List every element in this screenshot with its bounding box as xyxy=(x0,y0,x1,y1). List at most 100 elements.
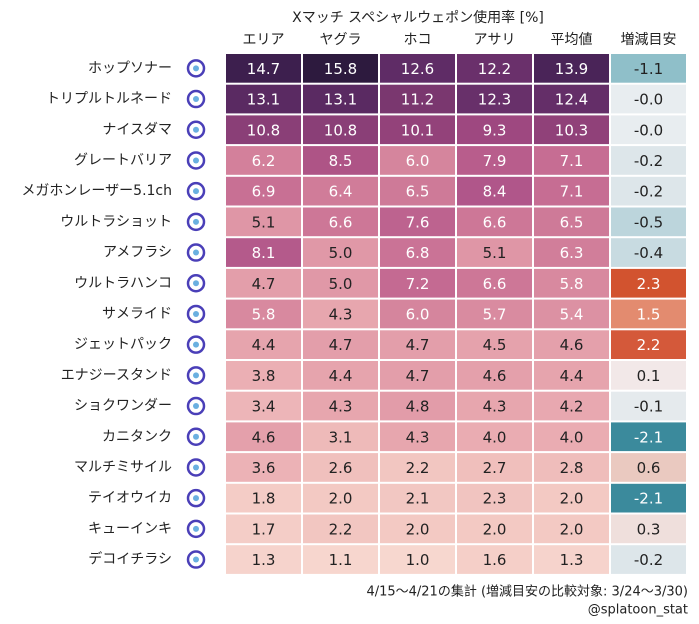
cell-label: 2.0 xyxy=(329,490,353,508)
row-icon-dot xyxy=(193,495,199,502)
cell-label: 8.4 xyxy=(483,183,507,201)
heatmap-cell xyxy=(380,146,455,175)
heatmap-cell xyxy=(534,299,609,329)
heatmap-cell xyxy=(380,238,455,267)
heatmap-cell xyxy=(303,54,378,83)
row-icon-dot xyxy=(193,464,199,471)
footnote: 4/15〜4/21の集計 (増減目安の比較対象: 3/24〜3/30) xyxy=(366,584,688,600)
heatmap-cell xyxy=(457,238,532,267)
heatmap-cell xyxy=(303,545,378,574)
heatmap-cell xyxy=(303,146,378,175)
cell-label: 14.7 xyxy=(247,60,280,78)
cell-label: -0.0 xyxy=(634,91,663,109)
cell-label: 2.2 xyxy=(329,520,353,538)
cell-label: 11.2 xyxy=(401,91,434,109)
heatmap-cell xyxy=(303,299,378,329)
cell-label: 9.3 xyxy=(483,121,507,139)
heatmap-cell xyxy=(611,115,686,145)
heatmap-cell xyxy=(611,146,686,175)
row-label: エナジースタンド xyxy=(61,367,172,383)
cell-label: 0.3 xyxy=(637,520,661,538)
cell-label: 1.3 xyxy=(252,551,276,569)
heatmap-cell xyxy=(611,268,686,298)
cell-label: 4.7 xyxy=(406,336,430,354)
cell-label: 2.8 xyxy=(560,459,584,477)
heatmap-cell xyxy=(534,207,609,237)
heatmap-cell xyxy=(457,146,532,175)
heatmap-cell xyxy=(303,84,378,114)
heatmap-cell xyxy=(457,54,532,83)
cell-label: 6.8 xyxy=(406,244,430,262)
cell-label: 12.3 xyxy=(478,91,511,109)
cell-label: 3.1 xyxy=(329,428,353,446)
cell-label: 6.6 xyxy=(483,213,507,231)
heatmap-cell xyxy=(457,330,532,359)
cell-label: 4.6 xyxy=(560,336,584,354)
row-icon-dot xyxy=(193,372,199,379)
cell-label: -0.1 xyxy=(634,398,663,416)
cell-label: 5.0 xyxy=(329,275,353,293)
row-label: ウルトラショット xyxy=(60,214,172,230)
heatmap-cell xyxy=(534,514,609,544)
heatmap-cell xyxy=(534,391,609,421)
heatmap-cell xyxy=(226,176,301,206)
heatmap-cell xyxy=(380,330,455,359)
heatmap-cell xyxy=(380,422,455,452)
column-header: ヤグラ xyxy=(320,32,362,48)
heatmap-cell xyxy=(380,361,455,390)
row-label: グレートバリア xyxy=(74,152,172,168)
heatmap-cell xyxy=(380,176,455,206)
heatmap-cell xyxy=(457,453,532,482)
heatmap-cell xyxy=(534,545,609,574)
row-icon xyxy=(186,274,206,293)
cell-label: 4.5 xyxy=(483,336,507,354)
heatmap-cell xyxy=(380,207,455,237)
heatmap-cell xyxy=(380,453,455,482)
row-icon-dot xyxy=(193,249,199,256)
heatmap-cell xyxy=(226,299,301,329)
cell-label: 2.2 xyxy=(406,459,430,477)
cell-label: -1.1 xyxy=(634,60,663,78)
cell-label: 5.8 xyxy=(252,305,276,323)
row-icon-dot xyxy=(193,218,199,225)
cell-label: 4.4 xyxy=(329,367,353,385)
heatmap-cell xyxy=(457,115,532,145)
heatmap-cell xyxy=(303,361,378,390)
heatmap-cell xyxy=(457,176,532,206)
heatmap-cell xyxy=(226,545,301,574)
cell-label: 7.1 xyxy=(560,183,584,201)
row-icon-dot xyxy=(193,556,199,563)
heatmap-cell xyxy=(611,54,686,83)
heatmap-cell xyxy=(226,146,301,175)
cell-label: 4.4 xyxy=(560,367,584,385)
heatmap-cell xyxy=(611,483,686,513)
heatmap-cell xyxy=(303,483,378,513)
heatmap-cell xyxy=(611,453,686,482)
cell-label: 6.2 xyxy=(252,152,276,170)
cell-label: 5.1 xyxy=(252,213,276,231)
cell-label: 4.7 xyxy=(252,275,276,293)
heatmap-cell xyxy=(380,268,455,298)
heatmap-cell xyxy=(534,361,609,390)
cell-label: 5.8 xyxy=(560,275,584,293)
heatmap-cell xyxy=(457,299,532,329)
cell-label: 2.0 xyxy=(406,520,430,538)
cell-label: 12.4 xyxy=(555,91,588,109)
heatmap-cell xyxy=(226,54,301,83)
row-icon xyxy=(186,396,206,416)
cell-label: 12.2 xyxy=(478,60,511,78)
cell-label: 2.0 xyxy=(560,520,584,538)
heatmap-cell xyxy=(226,391,301,421)
heatmap-cell xyxy=(457,483,532,513)
heatmap-cell xyxy=(226,453,301,482)
column-header: 平均値 xyxy=(551,32,593,48)
cell-label: 7.2 xyxy=(406,275,430,293)
heatmap-cell xyxy=(611,514,686,544)
heatmap-cell xyxy=(380,115,455,145)
cell-label: 10.8 xyxy=(247,121,280,139)
cell-label: 1.0 xyxy=(406,551,430,569)
cell-label: 1.5 xyxy=(637,305,661,323)
cell-label: 5.7 xyxy=(483,305,507,323)
heatmap-cell xyxy=(534,453,609,482)
row-icon-dot xyxy=(193,188,199,195)
